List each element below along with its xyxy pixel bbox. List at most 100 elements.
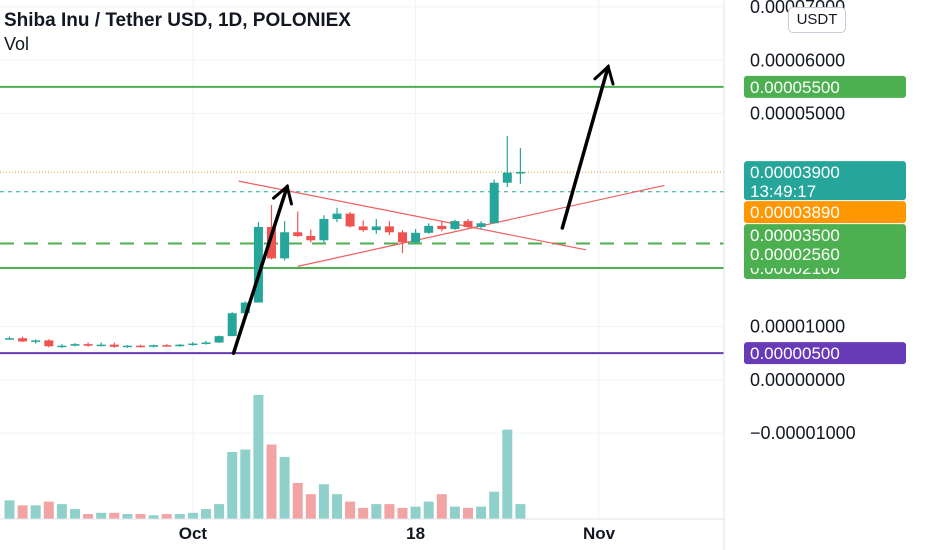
candle-body bbox=[136, 345, 145, 348]
trend-arrow[interactable] bbox=[560, 63, 615, 230]
candle-body bbox=[476, 223, 486, 227]
price-badges: 0.000055000.000021000.000005000.00003900… bbox=[744, 75, 906, 365]
volume-bar bbox=[240, 449, 251, 519]
candle bbox=[149, 344, 159, 348]
candle bbox=[411, 229, 421, 244]
candle bbox=[476, 221, 486, 230]
candle-body bbox=[358, 226, 368, 231]
candle-body bbox=[253, 226, 263, 303]
badge-text: 0.00003900 bbox=[750, 163, 840, 182]
candle bbox=[70, 343, 80, 347]
volume-bar bbox=[56, 504, 67, 519]
candle-body bbox=[109, 344, 119, 347]
price-axis[interactable]: 0.000070000.000060000.000050000.00001000… bbox=[750, 0, 856, 443]
volume-bar bbox=[423, 501, 434, 519]
candle bbox=[175, 344, 185, 347]
candle bbox=[384, 221, 394, 235]
level-badge: 0.00005500 bbox=[744, 75, 906, 98]
candle bbox=[18, 336, 28, 342]
volume-bar bbox=[476, 506, 487, 519]
badge-text: 0.00002560 bbox=[750, 245, 840, 264]
trend-arrows[interactable] bbox=[231, 63, 615, 355]
arrow-shaft bbox=[231, 184, 289, 355]
candle bbox=[109, 342, 119, 348]
y-tick-label: 0.00000000 bbox=[750, 370, 845, 390]
volume-bar bbox=[174, 514, 185, 519]
chart-grid bbox=[0, 0, 724, 519]
y-tick-label: 0.00005000 bbox=[750, 104, 845, 124]
candle bbox=[96, 342, 106, 347]
candle bbox=[332, 207, 342, 223]
volume-bar bbox=[83, 514, 94, 519]
candle bbox=[306, 229, 316, 243]
horizontal-levels[interactable] bbox=[0, 85, 724, 355]
candle-body bbox=[306, 236, 316, 241]
time-axis[interactable]: Oct 18 Nov bbox=[179, 524, 616, 543]
candle-body bbox=[18, 338, 28, 342]
candle-body bbox=[201, 342, 211, 345]
candle bbox=[227, 312, 237, 337]
volume-bar bbox=[502, 429, 513, 519]
volume-bar bbox=[332, 494, 342, 519]
x-tick-label: 18 bbox=[406, 524, 425, 543]
candle bbox=[502, 135, 512, 188]
volume-bar bbox=[397, 507, 408, 519]
candle bbox=[136, 344, 145, 348]
volume-bar bbox=[253, 394, 264, 519]
candle-body bbox=[162, 345, 172, 347]
candle-body bbox=[57, 345, 67, 348]
volume-bar bbox=[371, 504, 382, 519]
volume-bar bbox=[266, 444, 277, 519]
volume-label: Vol bbox=[4, 34, 30, 54]
candle-body bbox=[437, 225, 447, 230]
y-tick-label: 0.00001000 bbox=[750, 317, 845, 337]
candle-body bbox=[96, 344, 106, 347]
badge-text: 0.00005500 bbox=[750, 78, 840, 97]
badge-text: 0.00003890 bbox=[750, 203, 840, 222]
currency-unit-button[interactable]: USDT bbox=[788, 7, 846, 33]
volume-bar bbox=[489, 491, 500, 519]
candle bbox=[398, 230, 407, 254]
candle-body bbox=[214, 336, 224, 343]
candle bbox=[44, 339, 54, 348]
candle-body bbox=[240, 302, 250, 314]
y-tick-label: 0.00006000 bbox=[750, 50, 845, 70]
volume-bar bbox=[463, 507, 473, 519]
candle bbox=[188, 341, 198, 346]
candle-body bbox=[44, 340, 54, 347]
candle bbox=[280, 221, 290, 261]
volume-bar bbox=[161, 514, 172, 519]
candle bbox=[371, 218, 381, 234]
candle-body bbox=[515, 172, 525, 174]
arrow-head bbox=[272, 183, 293, 206]
volume-bar bbox=[30, 505, 41, 519]
badge-bg bbox=[744, 161, 906, 201]
volume-bar bbox=[201, 509, 211, 519]
candle-body bbox=[463, 221, 473, 227]
arrow-shaft bbox=[560, 64, 610, 230]
volume-bar bbox=[436, 494, 447, 519]
volume-bar bbox=[214, 504, 225, 519]
candle-body bbox=[149, 345, 159, 347]
badge-bg bbox=[744, 224, 906, 269]
candle-body bbox=[424, 225, 434, 233]
candle-body bbox=[398, 232, 407, 243]
candle-body bbox=[122, 345, 132, 348]
candle-body bbox=[280, 232, 290, 259]
candle bbox=[319, 215, 329, 243]
trend-arrow[interactable] bbox=[231, 183, 293, 355]
triangle-line[interactable] bbox=[238, 180, 587, 251]
candle bbox=[450, 219, 460, 231]
candle-body bbox=[411, 232, 421, 243]
candle bbox=[83, 342, 93, 347]
candle bbox=[162, 344, 172, 347]
badge-bg bbox=[744, 201, 906, 224]
badge-bg bbox=[744, 75, 906, 98]
candle-body bbox=[345, 213, 355, 227]
volume-bar bbox=[109, 512, 120, 519]
badge-text: 13:49:17 bbox=[750, 182, 816, 201]
candle-body bbox=[227, 313, 237, 337]
badge-bg bbox=[744, 342, 906, 365]
volume-bar bbox=[345, 501, 356, 519]
